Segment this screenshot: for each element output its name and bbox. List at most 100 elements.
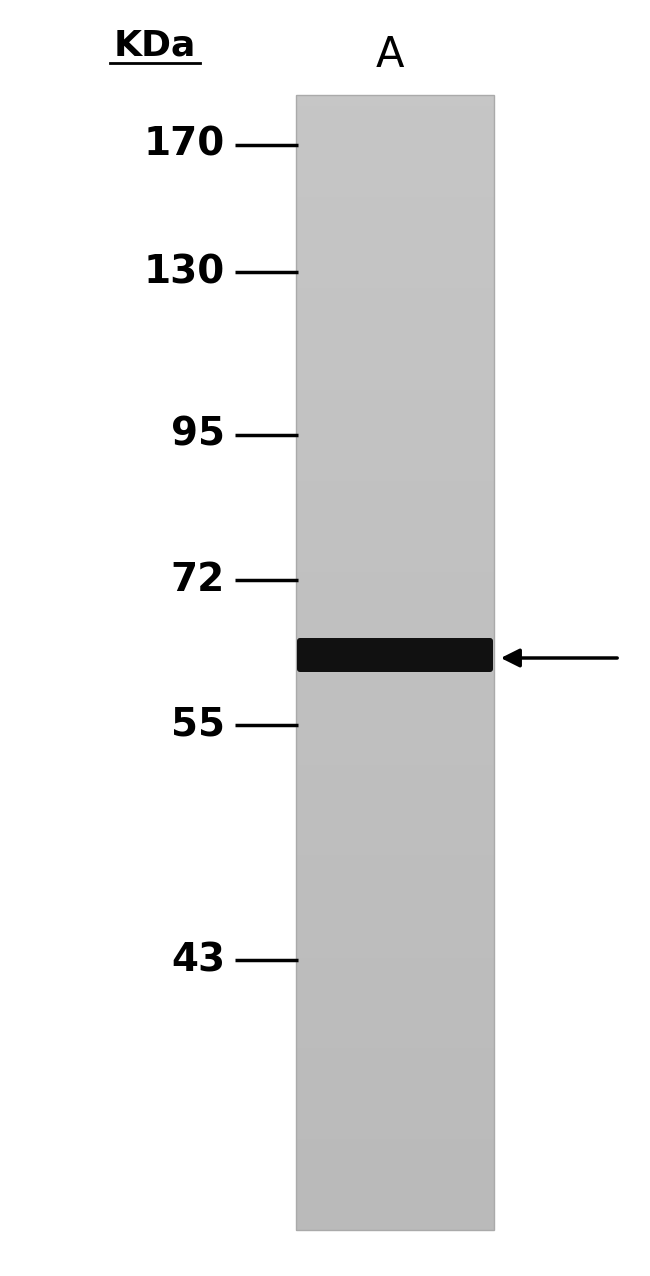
Bar	[296, 1151, 494, 1162]
Bar	[296, 537, 494, 550]
Bar	[296, 980, 494, 993]
Bar	[296, 516, 494, 527]
Bar	[296, 152, 494, 165]
Bar	[296, 390, 494, 402]
Bar	[296, 1071, 494, 1083]
Bar	[296, 458, 494, 471]
Bar	[296, 549, 494, 561]
Bar	[296, 651, 494, 664]
Bar	[296, 720, 494, 731]
Bar	[296, 481, 494, 494]
Text: 43: 43	[171, 940, 225, 979]
Bar	[296, 685, 494, 698]
Text: 95: 95	[171, 416, 225, 454]
Bar	[296, 106, 494, 119]
Bar	[296, 1184, 494, 1197]
Bar	[296, 753, 494, 766]
Bar	[296, 447, 494, 459]
Bar	[296, 1207, 494, 1220]
Bar	[296, 322, 494, 334]
Bar	[296, 606, 494, 618]
Bar	[296, 991, 494, 1004]
Text: 55: 55	[171, 706, 225, 744]
Bar	[296, 493, 494, 504]
Bar	[296, 300, 494, 311]
Bar	[296, 901, 494, 914]
Bar	[296, 219, 494, 232]
Bar	[296, 367, 494, 380]
Bar	[296, 968, 494, 981]
Bar	[296, 822, 494, 833]
Bar	[296, 776, 494, 789]
Bar	[296, 1139, 494, 1151]
Bar	[296, 526, 494, 538]
Bar	[296, 662, 494, 675]
Bar	[296, 254, 494, 267]
Bar	[296, 935, 494, 947]
Bar	[296, 787, 494, 800]
Text: 72: 72	[171, 561, 225, 598]
Bar	[296, 1173, 494, 1185]
Bar	[296, 1037, 494, 1049]
Text: KDa: KDa	[114, 28, 196, 63]
Bar	[296, 889, 494, 902]
Bar	[296, 231, 494, 244]
Text: A: A	[376, 34, 404, 77]
Bar	[296, 265, 494, 278]
Bar	[296, 1219, 494, 1231]
Bar	[296, 94, 494, 107]
Bar	[296, 504, 494, 516]
Bar	[296, 810, 494, 823]
Bar	[296, 356, 494, 369]
Bar	[296, 94, 494, 1230]
Bar	[296, 129, 494, 142]
Bar	[296, 833, 494, 845]
Bar	[296, 1082, 494, 1095]
Bar	[296, 799, 494, 812]
FancyBboxPatch shape	[297, 638, 493, 672]
Bar	[296, 741, 494, 754]
Bar	[296, 1196, 494, 1208]
Bar	[296, 572, 494, 584]
Bar	[296, 198, 494, 209]
Text: 170: 170	[144, 126, 225, 165]
Bar	[296, 878, 494, 891]
Bar	[296, 674, 494, 686]
Bar	[296, 1128, 494, 1141]
Bar	[296, 186, 494, 198]
Text: 130: 130	[144, 253, 225, 291]
Bar	[296, 379, 494, 392]
Bar	[296, 697, 494, 709]
Bar	[296, 1049, 494, 1060]
Bar	[296, 242, 494, 255]
Bar	[296, 310, 494, 323]
Bar	[296, 1162, 494, 1174]
Bar	[296, 708, 494, 720]
Bar	[296, 1003, 494, 1016]
Bar	[296, 277, 494, 288]
Bar	[296, 629, 494, 641]
Bar	[296, 560, 494, 573]
Bar	[296, 947, 494, 958]
Bar	[296, 731, 494, 743]
Bar	[296, 845, 494, 856]
Bar	[296, 435, 494, 448]
Bar	[296, 163, 494, 175]
Bar	[296, 1026, 494, 1039]
Bar	[296, 117, 494, 130]
Bar	[296, 470, 494, 482]
Bar	[296, 924, 494, 935]
Bar	[296, 1094, 494, 1106]
Bar	[296, 208, 494, 221]
Bar	[296, 912, 494, 925]
Bar	[296, 1116, 494, 1129]
Bar	[296, 855, 494, 868]
Bar	[296, 413, 494, 425]
Bar	[296, 866, 494, 879]
Bar	[296, 1014, 494, 1027]
Bar	[296, 175, 494, 186]
Bar	[296, 583, 494, 596]
Bar	[296, 618, 494, 629]
Bar	[296, 1060, 494, 1072]
Bar	[296, 764, 494, 777]
